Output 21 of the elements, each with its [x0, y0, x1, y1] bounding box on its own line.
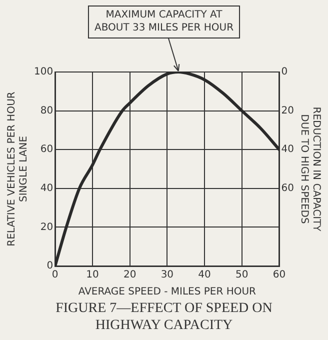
y-tick-label: 0: [46, 260, 54, 272]
x-tick-label: 60: [272, 270, 286, 281]
y2-tick-label: 20: [281, 105, 294, 116]
y2-tick-label: 60: [281, 182, 294, 194]
y-tick-label: 20: [40, 222, 54, 233]
text: FIGURE 7—EFFECT OF SPEED ON HIGHWAY CAPACITY: [54, 300, 274, 334]
y-tick-label: 100: [34, 66, 54, 78]
x-tick-label: 20: [123, 270, 136, 281]
y-tick-label: 80: [40, 105, 54, 116]
y2-tick-label: 0: [281, 66, 288, 78]
y-tick-label: 40: [40, 182, 54, 194]
x-tick-label: 10: [86, 270, 99, 281]
annotation: MAXIMUM CAPACITY AT ABOUT 33 MILES PER HOUR: [94, 10, 234, 34]
x-tick-label: 40: [198, 270, 211, 281]
x-axis-title: AVERAGE SPEED - MILES PER HOUR: [78, 286, 256, 298]
y2-axis-title: REDUCTION IN CAPACITY DUE TO HIGH SPEEDS: [298, 106, 322, 232]
y2-tick-label: 40: [281, 144, 294, 156]
x-tick-label: 30: [160, 270, 174, 281]
x-tick-label: 50: [236, 270, 248, 281]
y-tick-label: 60: [40, 144, 54, 156]
y-axis-title: RELATIVE VEHICLES PER HOUR SINGLE LANE: [6, 92, 30, 246]
